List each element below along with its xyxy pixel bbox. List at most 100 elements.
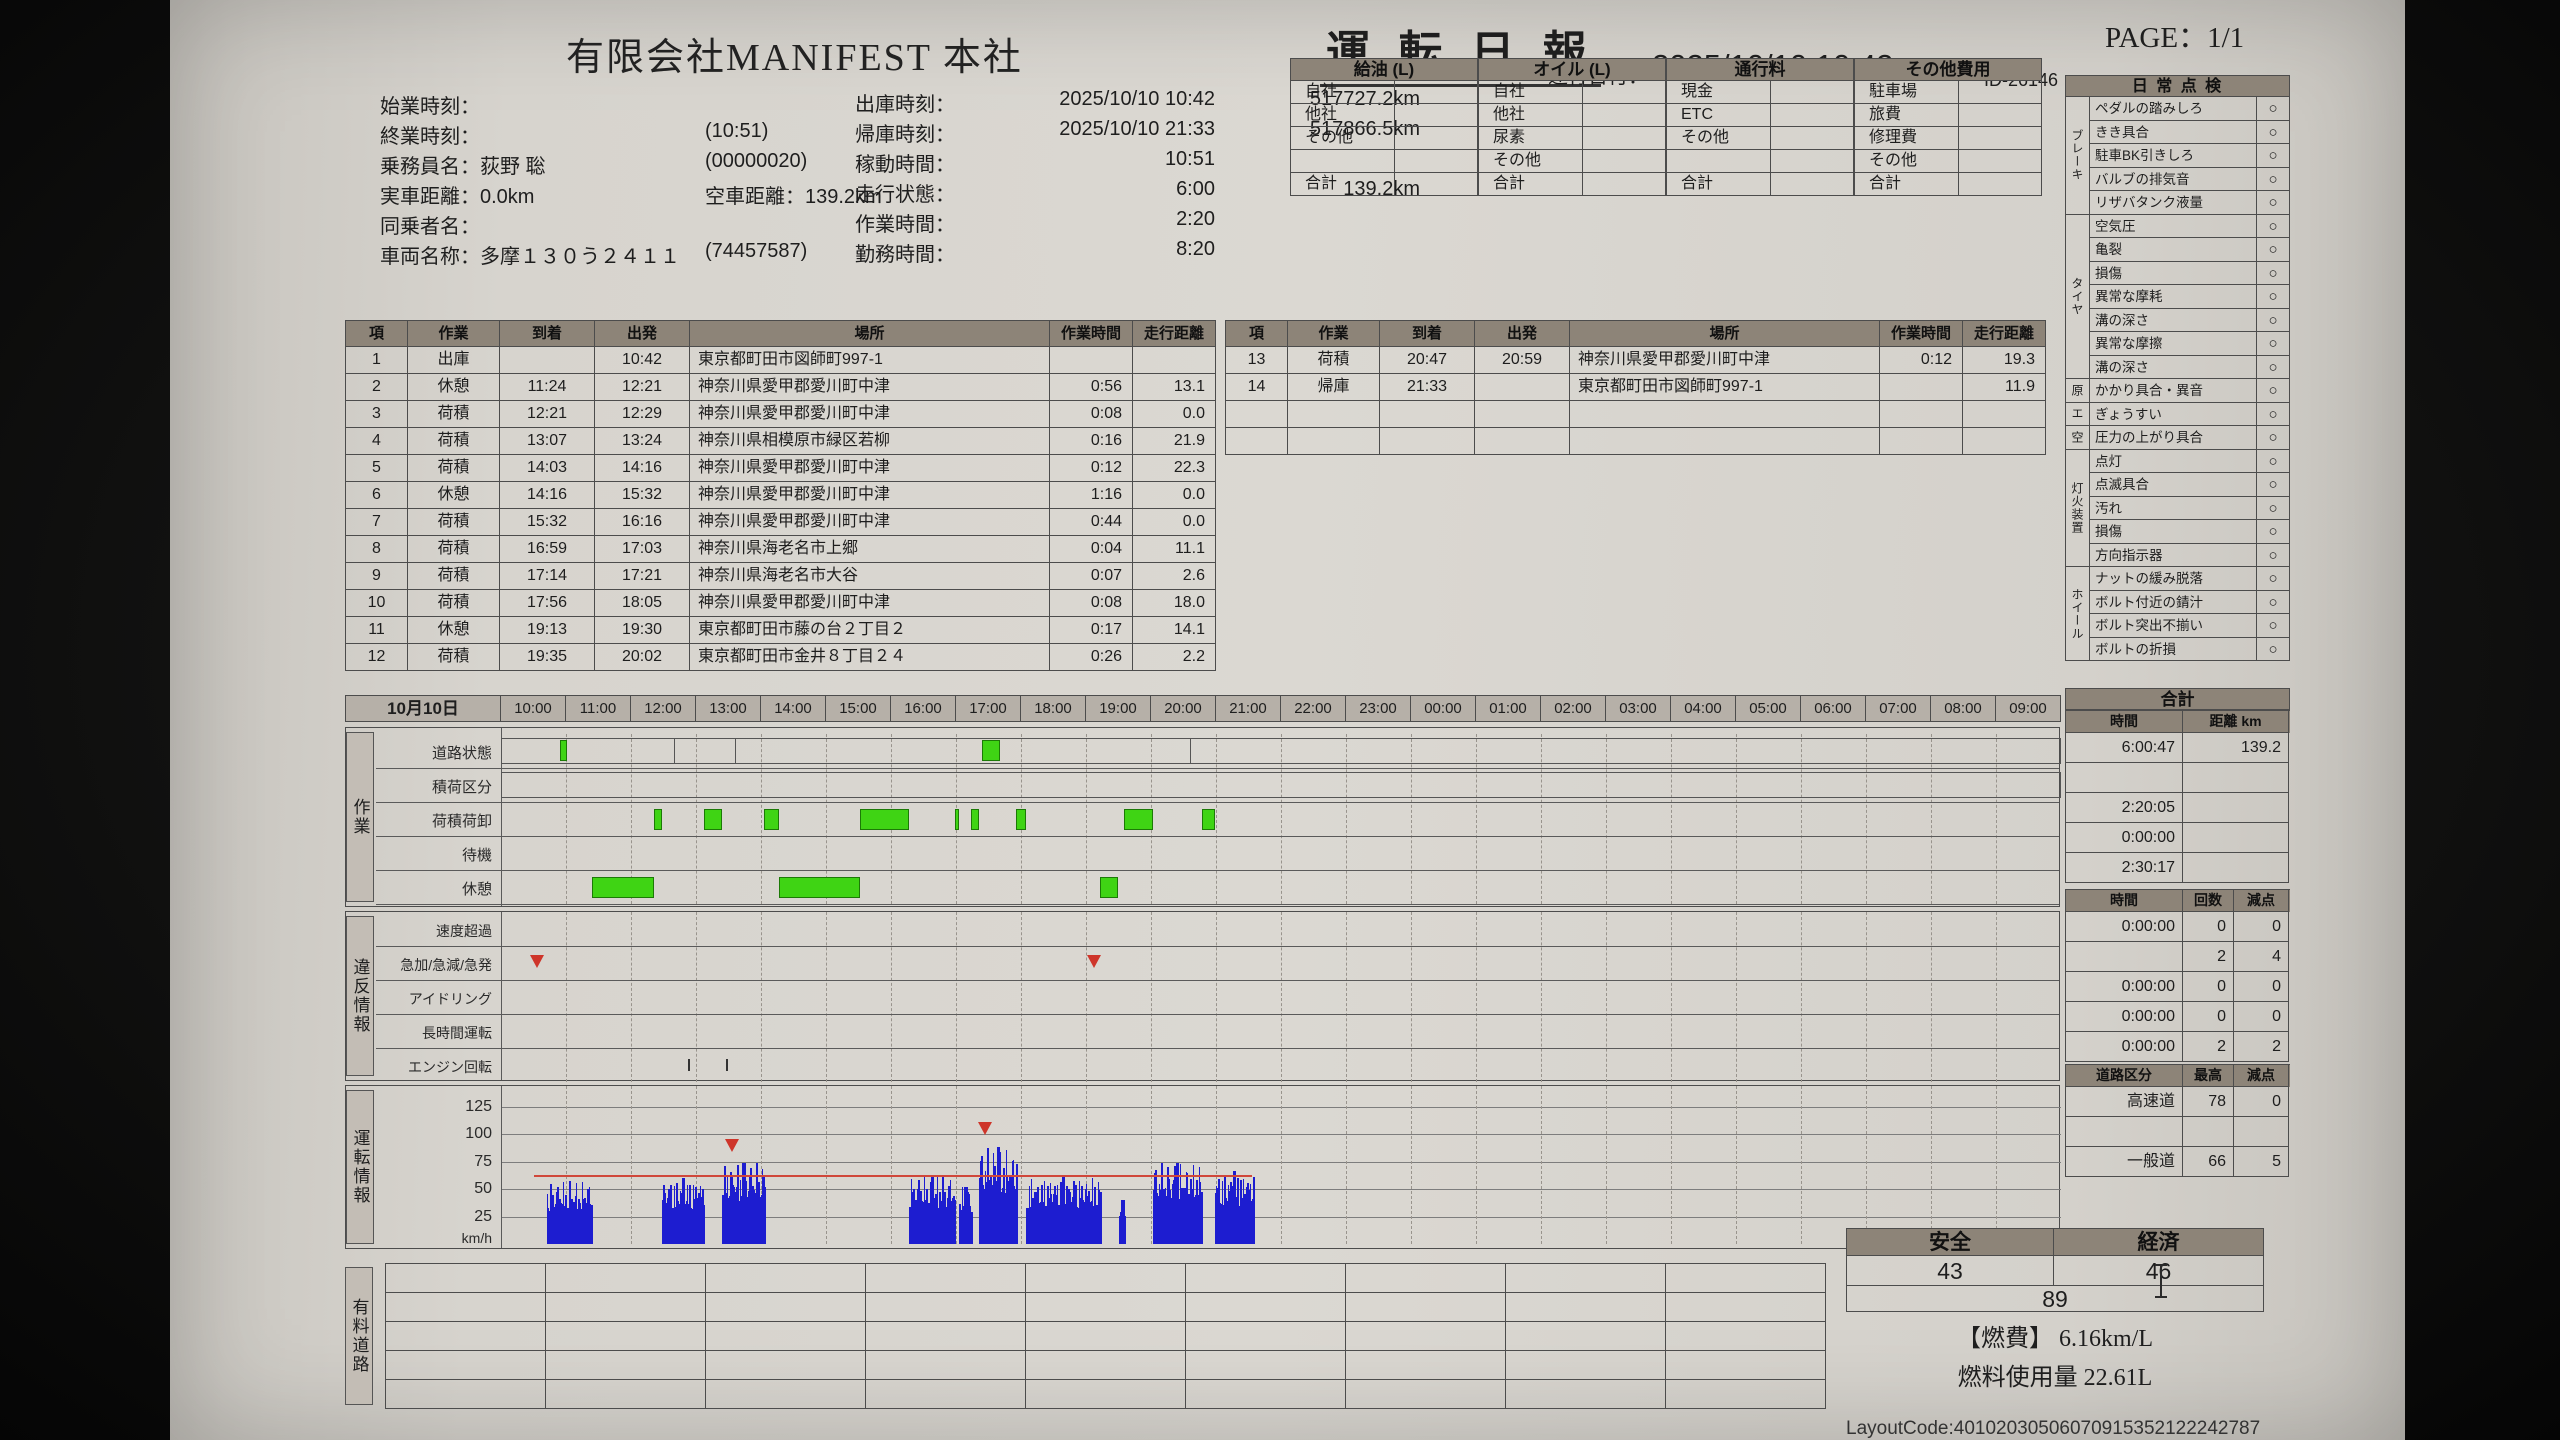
trip-cell: 18:05 [595, 590, 690, 617]
speed-bar [1034, 1191, 1036, 1244]
trip-cell: 東京都町田市金井８丁目２４ [690, 644, 1050, 671]
speed-bar [555, 1191, 558, 1244]
inspection-row: リザバタンク液量 ○ [2090, 191, 2290, 215]
inspection-item-label: ボルト付近の錆汁 [2090, 590, 2257, 614]
trip-cell: 0:12 [1050, 455, 1133, 482]
toll-cell [546, 1293, 706, 1322]
inspection-check-circle: ○ [2257, 308, 2290, 332]
speed-bar [986, 1147, 989, 1244]
speed-bar [1163, 1188, 1166, 1244]
trip-table-right: 項作業 到着 出発 場所 作業時間 走行距離 13 荷積 20:47 20:59 神奈川県愛甲郡愛川… [1225, 320, 2046, 455]
expense-row-value [1583, 81, 1666, 104]
hour-cell: 15:00 [826, 696, 891, 722]
speed-bar [992, 1153, 995, 1244]
inspection-row: 溝の深さ ○ [2090, 355, 2290, 379]
trip-header-cell: 場所 [690, 321, 1050, 347]
speed-bar [1119, 1212, 1122, 1244]
inspection-row: ナットの緩み脱落 ○ [2090, 567, 2290, 591]
trip-cell: 16:59 [500, 536, 595, 563]
speed-bar [941, 1207, 943, 1244]
expense-row-value [1959, 104, 2042, 127]
inspection-item-label: 亀裂 [2090, 238, 2257, 262]
hour-gridline [1476, 734, 1477, 904]
summary-title: 合計 [2065, 688, 2290, 710]
summary-row: 2:20:05 [2066, 793, 2290, 823]
speed-bar [1029, 1206, 1032, 1244]
trip-cell [1133, 347, 1216, 374]
hour-gridline [1151, 912, 1152, 1082]
speed-bar [1006, 1176, 1009, 1244]
speed-bar [1099, 1191, 1102, 1244]
speed-bar [921, 1200, 923, 1244]
trip-cell: 0.0 [1133, 482, 1216, 509]
hour-cell: 00:00 [1411, 696, 1476, 722]
speed-bar [671, 1208, 674, 1244]
speed-bar [1063, 1175, 1066, 1244]
row-separator [376, 946, 2059, 947]
hour-gridline [1216, 912, 1217, 1082]
inspection-group: タイヤ 空気圧 ○ 亀裂 ○ 損傷 ○ 異常な摩耗 ○ 溝の深さ ○ 異常な摩擦 ○ 溝の深さ ○ [2066, 214, 2290, 379]
speed-bar [1214, 1193, 1217, 1244]
speed-bar [1044, 1205, 1047, 1244]
expense-tables: 給油 (L) 自社 他社 その他 合計 オイル (L) 自社 他社 尿素 その他 合計 通行料 現金 ET… [1290, 58, 2042, 196]
speed-bar [935, 1193, 938, 1244]
toll-cell [706, 1380, 866, 1409]
expense-row [1667, 150, 1854, 173]
toll-cell [1186, 1351, 1346, 1380]
timeline-date-cell: 10月10日 [346, 696, 501, 722]
trip-cell: 10:42 [595, 347, 690, 374]
safety-score-header: 安全 [1846, 1228, 2054, 1256]
trip-cell [1288, 428, 1380, 455]
speed-bar [948, 1186, 950, 1244]
hour-gridline [956, 912, 957, 1082]
speed-bar [1185, 1172, 1188, 1244]
expense-row: 合計 [1855, 173, 2042, 196]
hour-gridline [696, 912, 697, 1082]
expense-row-label: 合計 [1855, 173, 1959, 196]
trip-row: 5 荷積 14:03 14:16 神奈川県愛甲郡愛川町中津 0:12 22.3 [346, 455, 1216, 482]
inspection-row: 駐車BK引きしろ ○ [2090, 144, 2290, 168]
toll-cell [706, 1351, 866, 1380]
expense-row: 他社 [1291, 104, 1478, 127]
speed-bar [912, 1192, 914, 1244]
inspection-item-label: 溝の深さ [2090, 355, 2257, 379]
speed-bar [934, 1197, 936, 1244]
speed-bar [944, 1192, 947, 1244]
driver-info-block: 始業時刻： 終業時刻： (10:51) 乗務員名：荻野 聡 (00000020) 実車距離… [380, 90, 882, 270]
info-label: 終業時刻： [380, 126, 480, 148]
summary-cell [2066, 942, 2183, 972]
speed-bar [748, 1177, 751, 1244]
summary-cell [2183, 823, 2289, 853]
summary-cell: 2:30:17 [2066, 853, 2183, 883]
info-value: 空車距離：139.2km [705, 186, 882, 208]
trip-cell [1380, 401, 1475, 428]
hour-gridline [1216, 1086, 1217, 1244]
speed-bar [991, 1184, 994, 1244]
time-info-label: 出庫時刻： [855, 94, 955, 116]
expense-row: ETC [1667, 104, 1854, 127]
hour-gridline [826, 912, 827, 1082]
speed-bar [682, 1178, 684, 1244]
speed-bar [546, 1193, 549, 1244]
time-info-value: 2025/10/10 21:33 [1059, 118, 1215, 140]
speed-bar [1015, 1189, 1017, 1244]
speed-bar [1068, 1189, 1070, 1244]
summary-header-cell: 時間 [2066, 711, 2183, 733]
speed-bar [1070, 1202, 1073, 1244]
expense-row: 修理費 [1855, 127, 2042, 150]
info-row: 乗務員名：荻野 聡 (00000020) [380, 150, 850, 180]
speed-bar [754, 1193, 757, 1244]
speed-bar [915, 1200, 918, 1244]
expense-table: その他費用 駐車場 旅費 修理費 その他 合計 [1854, 58, 2042, 196]
info-value: (74457587) [705, 240, 808, 262]
expense-row-value [1395, 150, 1478, 173]
speed-bar [1011, 1160, 1014, 1244]
speed-bar [950, 1200, 953, 1244]
speed-bar [1158, 1184, 1161, 1244]
speed-bar [1253, 1176, 1255, 1244]
speed-bar [583, 1197, 586, 1244]
expense-row: 駐車場 [1855, 81, 2042, 104]
speed-bar [736, 1186, 738, 1244]
row-separator [376, 1014, 2059, 1015]
speed-bar [568, 1181, 571, 1244]
